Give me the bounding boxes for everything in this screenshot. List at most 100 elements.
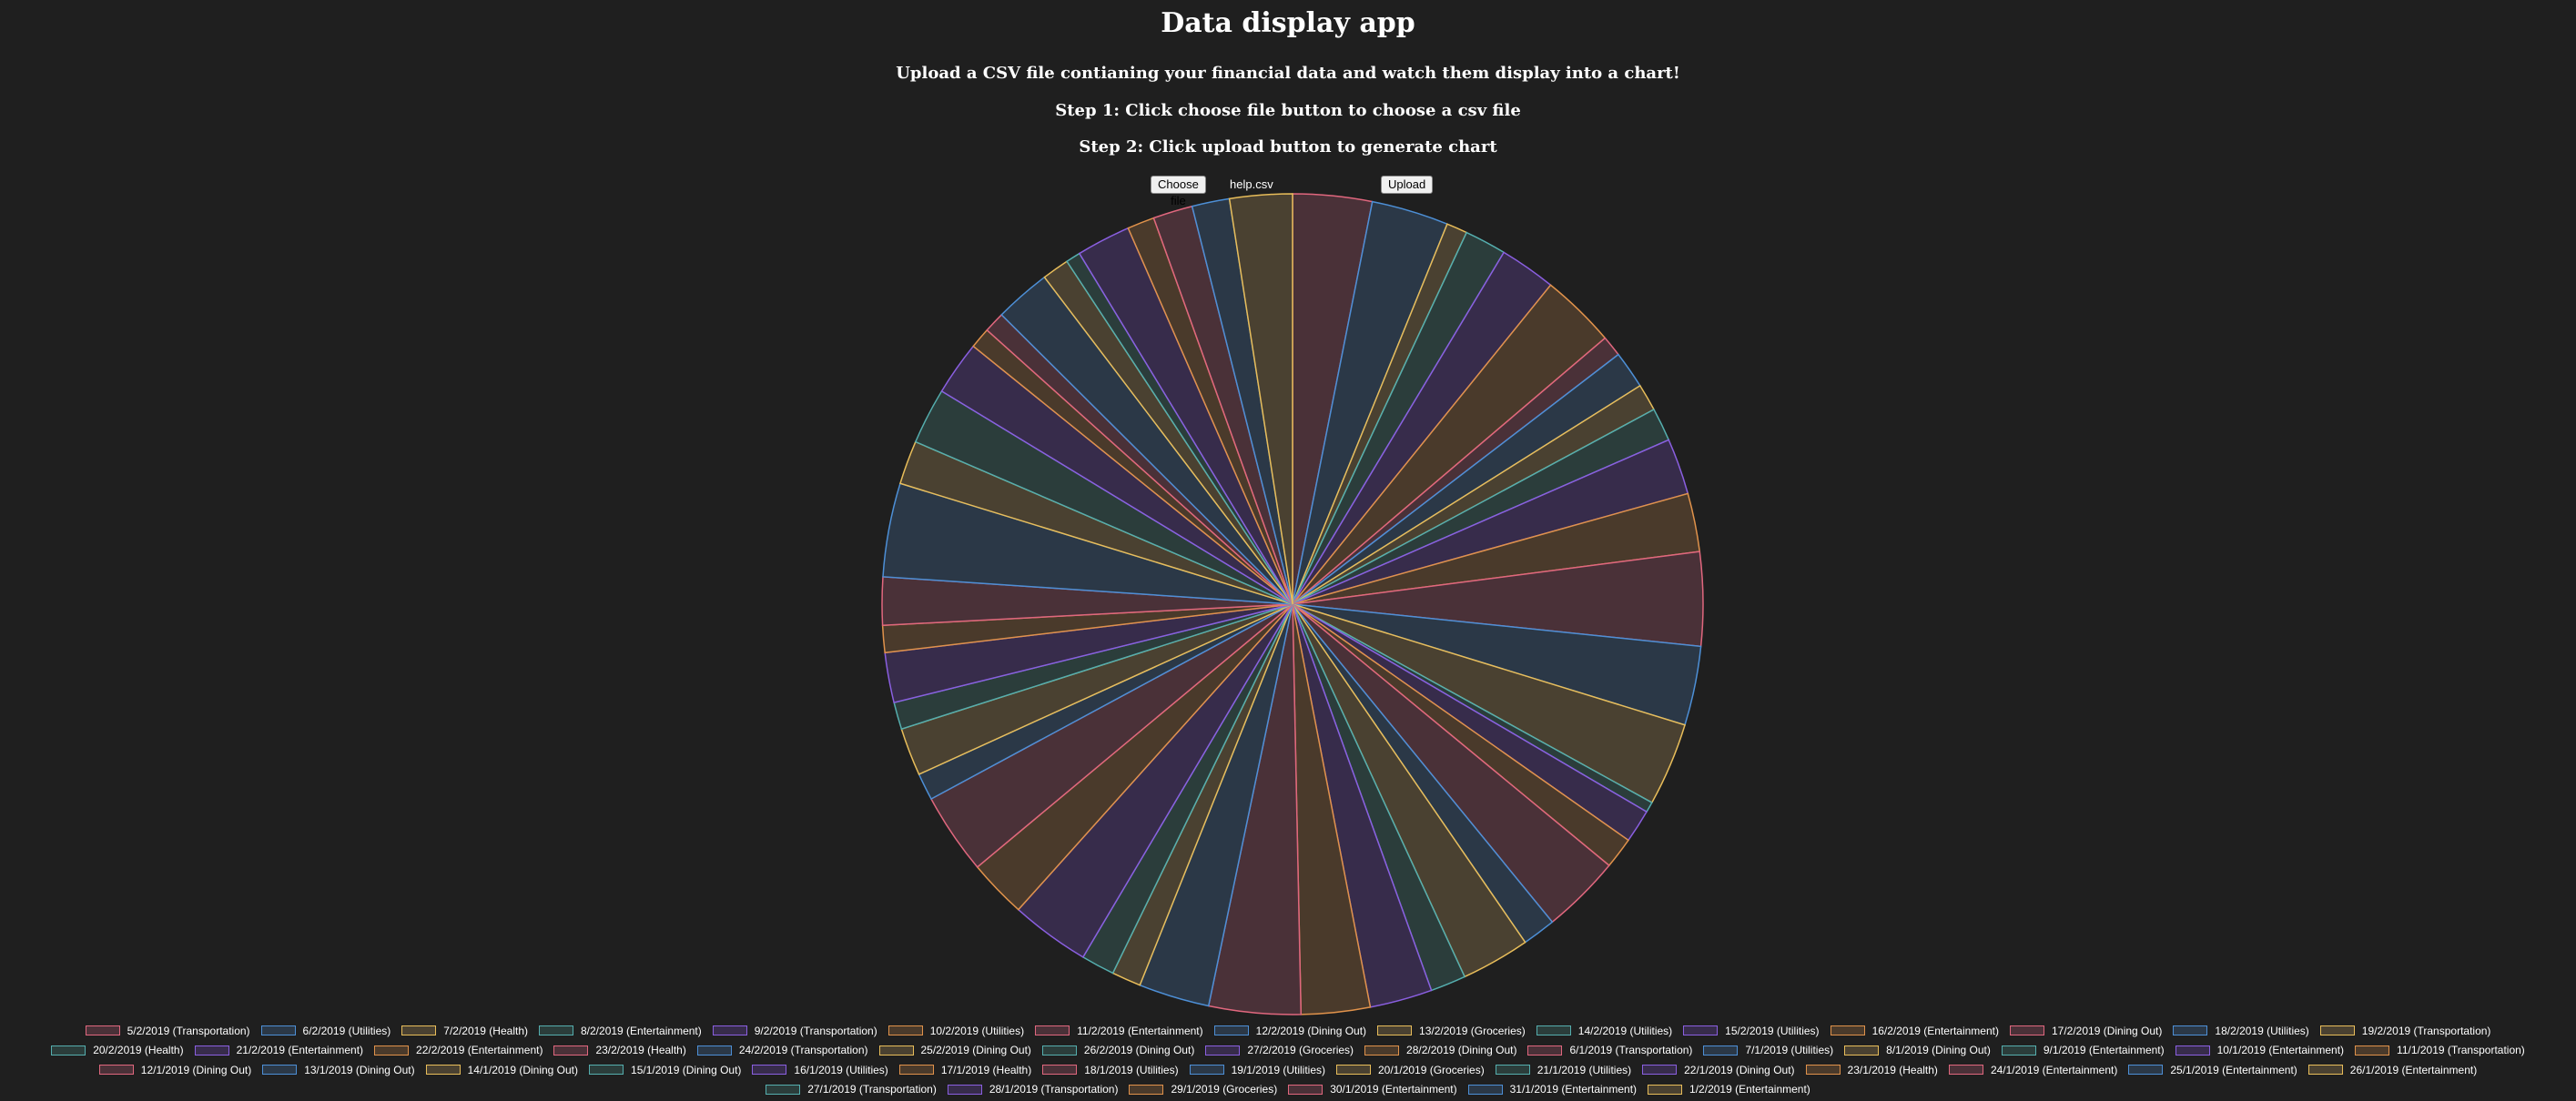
chart-legend: 5/2/2019 (Transportation) 6/2/2019 (Utili… [0, 1021, 2576, 1099]
legend-swatch [696, 1045, 732, 1056]
legend-swatch [589, 1065, 624, 1076]
legend-row: 5/2/2019 (Transportation) 6/2/2019 (Utili… [0, 1021, 2576, 1041]
legend-swatch [1536, 1025, 1571, 1036]
legend-item[interactable]: 7/2/2019 (Health) [401, 1025, 528, 1037]
legend-label: 6/2/2019 (Utilities) [302, 1024, 391, 1037]
legend-item[interactable]: 12/2/2019 (Dining Out) [1213, 1025, 1366, 1037]
legend-item[interactable]: 26/1/2019 (Entertainment) [2307, 1063, 2478, 1076]
legend-swatch [2128, 1065, 2164, 1076]
legend-label: 23/1/2019 (Health) [1847, 1063, 1938, 1076]
legend-item[interactable]: 9/2/2019 (Transportation) [712, 1025, 877, 1037]
legend-item[interactable]: 8/2/2019 (Entertainment) [539, 1025, 702, 1037]
legend-item[interactable]: 10/2/2019 (Utilities) [887, 1025, 1024, 1037]
legend-label: 7/2/2019 (Health) [443, 1024, 528, 1037]
legend-swatch [1648, 1084, 1683, 1095]
legend-swatch [766, 1084, 801, 1095]
page-subtitle: Upload a CSV file contianing your financ… [896, 64, 1680, 83]
legend-label: 19/2/2019 (Transportation) [2361, 1024, 2491, 1037]
legend-item[interactable]: 27/2/2019 (Groceries) [1205, 1044, 1354, 1056]
legend-swatch [1042, 1065, 1078, 1076]
legend-swatch [539, 1025, 573, 1036]
legend-item[interactable]: 23/1/2019 (Health) [1805, 1063, 1938, 1076]
legend-label: 21/1/2019 (Utilities) [1536, 1063, 1632, 1076]
legend-item[interactable]: 20/2/2019 (Health) [51, 1044, 184, 1056]
legend-item[interactable]: 9/1/2019 (Entertainment) [2001, 1044, 2165, 1056]
legend-swatch [2307, 1065, 2343, 1076]
legend-swatch [1703, 1045, 1739, 1056]
legend-item[interactable]: 21/1/2019 (Utilities) [1495, 1063, 1632, 1076]
legend-label: 22/1/2019 (Dining Out) [1684, 1063, 1795, 1076]
legend-swatch [2173, 1025, 2208, 1036]
legend-swatch [887, 1025, 923, 1036]
legend-item[interactable]: 22/2/2019 (Entertainment) [374, 1044, 543, 1056]
legend-item[interactable]: 11/2/2019 (Entertainment) [1035, 1025, 1203, 1037]
legend-item[interactable]: 17/1/2019 (Health) [898, 1064, 1031, 1076]
legend-swatch [1377, 1025, 1413, 1036]
legend-item[interactable]: 19/2/2019 (Transportation) [2319, 1024, 2491, 1037]
legend-label: 14/1/2019 (Dining Out) [467, 1063, 579, 1076]
upload-button[interactable]: Upload [1381, 176, 1434, 194]
legend-label: 25/1/2019 (Entertainment) [2170, 1063, 2297, 1076]
legend-label: 21/2/2019 (Entertainment) [236, 1044, 364, 1057]
legend-swatch [2001, 1045, 2036, 1056]
legend-item[interactable]: 29/1/2019 (Groceries) [1129, 1083, 1277, 1096]
legend-item[interactable]: 5/2/2019 (Transportation) [85, 1025, 250, 1037]
legend-item[interactable]: 15/1/2019 (Dining Out) [589, 1064, 741, 1076]
legend-item[interactable]: 17/2/2019 (Dining Out) [2009, 1025, 2162, 1037]
legend-item[interactable]: 16/2/2019 (Entertainment) [1830, 1025, 1999, 1037]
legend-item[interactable]: 15/2/2019 (Utilities) [1683, 1024, 1820, 1037]
legend-item[interactable]: 18/1/2019 (Utilities) [1042, 1064, 1179, 1076]
legend-item[interactable]: 13/1/2019 (Dining Out) [262, 1064, 415, 1076]
legend-item[interactable]: 28/2/2019 (Dining Out) [1364, 1044, 1516, 1056]
legend-item[interactable]: 6/1/2019 (Transportation) [1527, 1044, 1692, 1056]
legend-item[interactable]: 19/1/2019 (Utilities) [1189, 1064, 1325, 1076]
pie-slice[interactable] [1228, 193, 1293, 605]
legend-label: 11/1/2019 (Transportation) [2397, 1044, 2525, 1057]
legend-item[interactable]: 30/1/2019 (Entertainment) [1288, 1083, 1457, 1096]
legend-item[interactable]: 18/2/2019 (Utilities) [2173, 1025, 2309, 1037]
pie-chart [881, 193, 1704, 1015]
legend-swatch [85, 1025, 120, 1036]
legend-item[interactable]: 16/1/2019 (Utilities) [752, 1064, 888, 1076]
legend-item[interactable]: 23/2/2019 (Health) [553, 1044, 686, 1056]
legend-swatch [1830, 1025, 1865, 1036]
legend-swatch [2319, 1025, 2355, 1036]
legend-item[interactable]: 8/1/2019 (Dining Out) [1844, 1044, 1991, 1056]
legend-item[interactable]: 7/1/2019 (Utilities) [1703, 1044, 1833, 1056]
legend-swatch [1844, 1045, 1880, 1056]
legend-item[interactable]: 24/2/2019 (Transportation) [696, 1044, 868, 1057]
legend-swatch [1364, 1045, 1400, 1056]
legend-item[interactable]: 1/2/2019 (Entertainment) [1648, 1083, 1810, 1096]
legend-swatch [1041, 1045, 1077, 1056]
legend-item[interactable]: 21/2/2019 (Entertainment) [194, 1044, 364, 1057]
legend-swatch [1035, 1025, 1070, 1036]
legend-item[interactable]: 24/1/2019 (Entertainment) [1948, 1064, 2117, 1076]
legend-item[interactable]: 10/1/2019 (Entertainment) [2175, 1044, 2344, 1056]
legend-label: 24/2/2019 (Transportation) [738, 1044, 868, 1057]
choose-file-button[interactable]: Choose file [1151, 176, 1206, 207]
legend-label: 15/2/2019 (Utilities) [1725, 1024, 1820, 1037]
legend-item[interactable]: 13/2/2019 (Groceries) [1377, 1025, 1526, 1037]
legend-swatch [752, 1065, 787, 1076]
legend-item[interactable]: 11/1/2019 (Transportation) [2355, 1044, 2525, 1056]
legend-item[interactable]: 28/1/2019 (Transportation) [947, 1083, 1118, 1096]
legend-label: 14/2/2019 (Utilities) [1577, 1024, 1673, 1037]
legend-item[interactable]: 14/1/2019 (Dining Out) [425, 1063, 579, 1076]
legend-item[interactable]: 25/2/2019 (Dining Out) [878, 1044, 1031, 1056]
legend-item[interactable]: 12/1/2019 (Dining Out) [98, 1064, 251, 1076]
legend-item[interactable]: 6/2/2019 (Utilities) [260, 1024, 391, 1037]
legend-row: 27/1/2019 (Transportation) 28/1/2019 (Tra… [0, 1080, 2576, 1100]
legend-swatch [553, 1045, 589, 1056]
legend-item[interactable]: 20/1/2019 (Groceries) [1336, 1064, 1485, 1076]
legend-item[interactable]: 31/1/2019 (Entertainment) [1467, 1083, 1637, 1096]
legend-label: 26/1/2019 (Entertainment) [2349, 1063, 2478, 1076]
legend-item[interactable]: 25/1/2019 (Entertainment) [2128, 1064, 2297, 1076]
legend-item[interactable]: 26/2/2019 (Dining Out) [1041, 1044, 1194, 1056]
legend-swatch [1683, 1025, 1719, 1036]
legend-swatch [898, 1065, 934, 1076]
legend-label: 29/1/2019 (Groceries) [1171, 1083, 1278, 1096]
legend-item[interactable]: 14/2/2019 (Utilities) [1536, 1025, 1672, 1037]
legend-item[interactable]: 22/1/2019 (Dining Out) [1642, 1063, 1795, 1076]
legend-label: 7/1/2019 (Utilities) [1745, 1044, 1834, 1057]
legend-item[interactable]: 27/1/2019 (Transportation) [766, 1083, 937, 1096]
